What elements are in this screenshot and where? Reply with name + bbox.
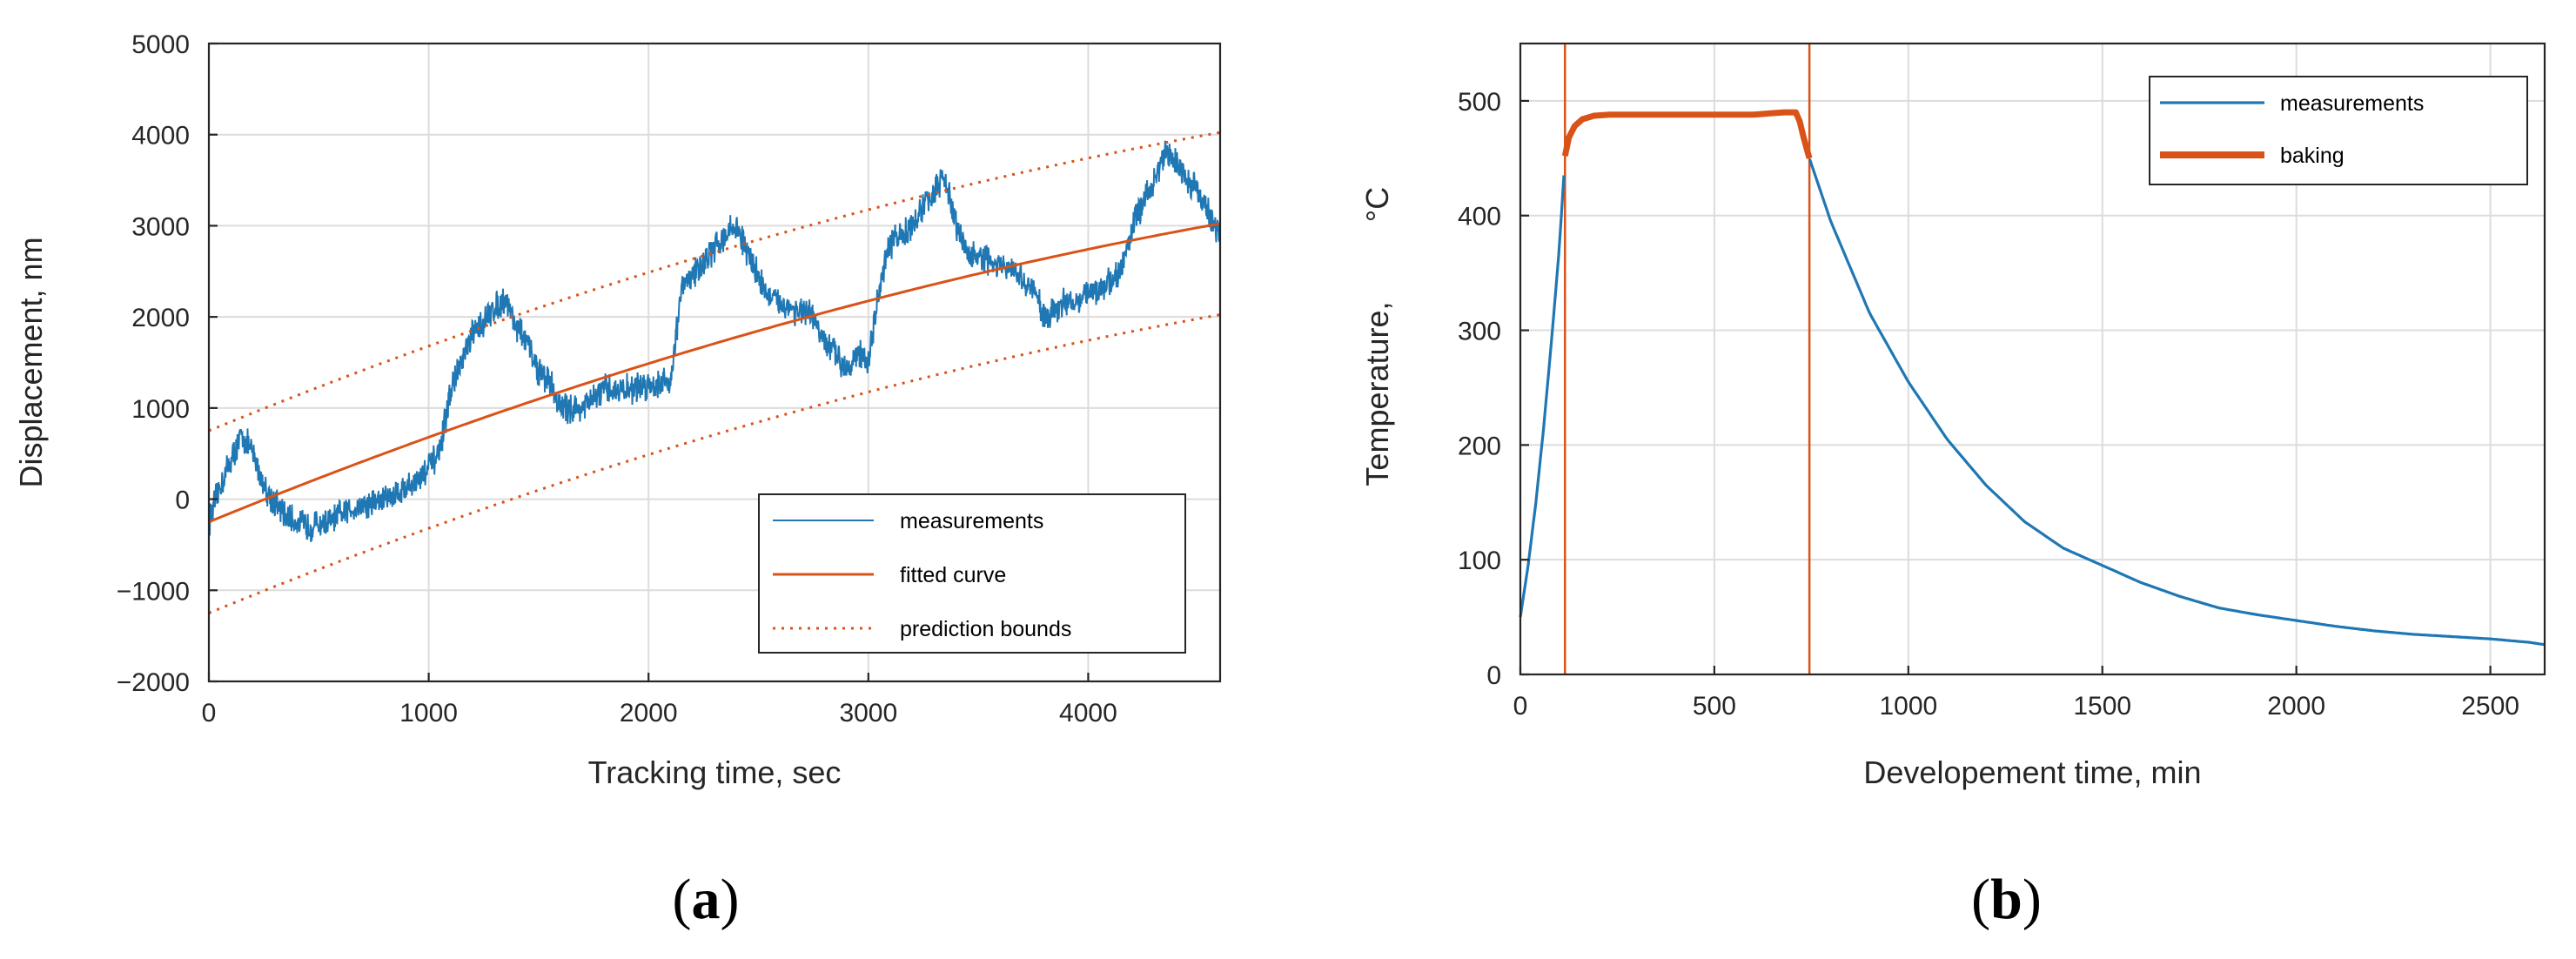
chart-b: 0 500 1000 1500 2000 2500 0 100 200 300 400 500 Dev… (1359, 42, 2546, 931)
x-tick-label: 3000 (839, 699, 897, 728)
chart-b-ticks: 0 500 1000 1500 2000 2500 0 100 200 300 400 500 (1458, 88, 2519, 721)
chart-b-axes-box (1519, 42, 2546, 676)
chart-b-plot-area (1519, 44, 2546, 674)
chart-b-legend: measurements baking (2149, 76, 2528, 185)
series-fitted-curve-line (208, 222, 1221, 524)
y-tick-label: 400 (1458, 203, 1501, 231)
x-tick-label: 500 (1693, 692, 1736, 721)
x-tick-label: 1500 (2073, 692, 2131, 721)
y-tick-label: 300 (1458, 318, 1501, 346)
chart-b-yunit: °C (1359, 187, 1395, 222)
chart-b-ylabel: Temperature, (1359, 301, 1395, 486)
chart-b-xlabel: Developement time, min (1863, 754, 2201, 790)
series-upper-bound-line (208, 131, 1221, 433)
y-tick-label: 3000 (131, 212, 190, 241)
y-tick-label: 200 (1458, 432, 1501, 460)
legend-label: baking (2280, 144, 2345, 168)
chart-a-ticks: 0 1000 2000 3000 4000 −2000 −1000 0 1000 2000 3000… (117, 30, 1117, 728)
y-tick-label: −1000 (117, 577, 190, 606)
y-tick-label: 5000 (131, 30, 190, 59)
legend-label: fitted curve (900, 563, 1006, 587)
y-tick-label: 2000 (131, 304, 190, 332)
x-tick-label: 4000 (1059, 699, 1117, 728)
x-tick-label: 1000 (399, 699, 458, 728)
chart-a-legend: measurements fitted curve prediction bound… (758, 493, 1186, 654)
chart-a: 0 1000 2000 3000 4000 −2000 −1000 0 1000 2000 3000… (13, 30, 1222, 931)
chart-a-xlabel: Tracking time, sec (588, 754, 842, 790)
chart-a-plot-area (208, 131, 1221, 614)
y-tick-label: 500 (1458, 88, 1501, 117)
x-tick-label: 0 (202, 699, 217, 728)
legend-label: measurements (2280, 91, 2424, 116)
chart-a-ylabel: Displacement, nm (13, 237, 49, 487)
series-measurements-line (1519, 158, 2546, 647)
chart-a-axes-box (207, 42, 1222, 683)
series-measurements-line (208, 140, 1221, 542)
y-tick-label: −2000 (117, 668, 190, 697)
legend-label: prediction bounds (900, 617, 1071, 641)
y-tick-label: 0 (1486, 661, 1501, 690)
legend-label: measurements (900, 509, 1043, 533)
legend-box (2149, 76, 2528, 185)
x-tick-label: 0 (1513, 692, 1528, 721)
y-tick-label: 1000 (131, 395, 190, 424)
chart-a-panel-label: (a) (673, 868, 740, 931)
x-tick-label: 2500 (2461, 692, 2519, 721)
chart-b-panel-label: (b) (1971, 868, 2042, 931)
x-tick-label: 1000 (1879, 692, 1937, 721)
y-tick-label: 4000 (131, 122, 190, 151)
series-baking-line (1561, 109, 1813, 159)
x-tick-label: 2000 (620, 699, 678, 728)
y-tick-label: 100 (1458, 547, 1501, 575)
x-tick-label: 2000 (2267, 692, 2325, 721)
y-tick-label: 0 (175, 486, 190, 515)
